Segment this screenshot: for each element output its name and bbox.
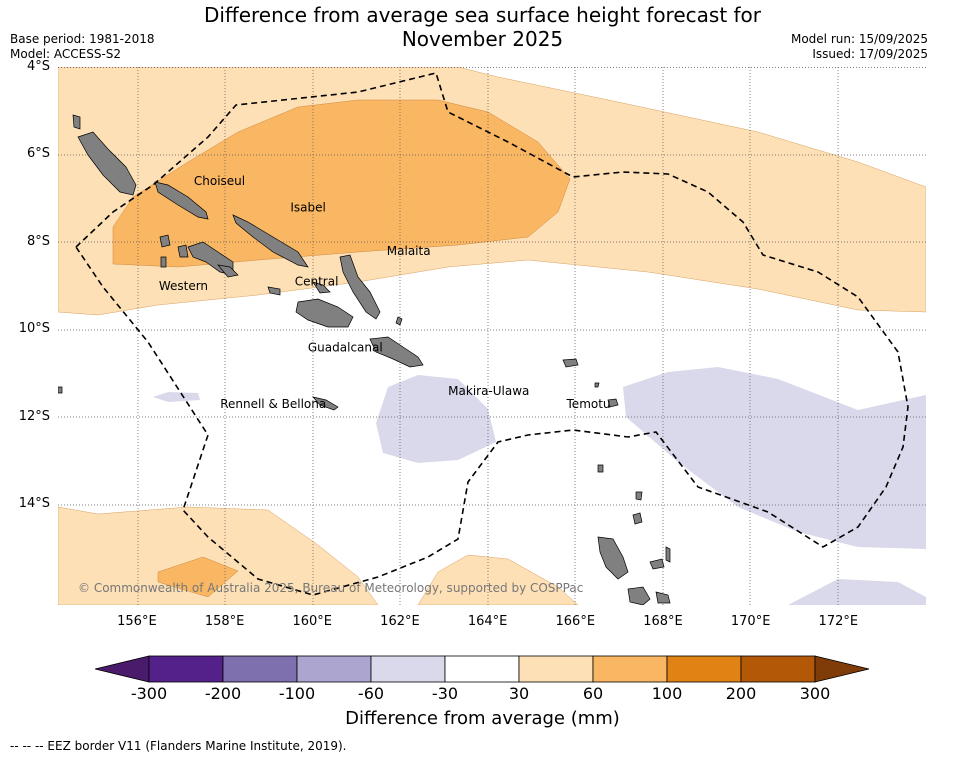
province-labels: Choiseul Isabel Malaita Western Central Guada… — [159, 174, 611, 411]
lon-label: 170°E — [730, 614, 771, 629]
lat-label: 6°S — [26, 146, 50, 162]
anomaly-60-100-south — [157, 556, 239, 598]
island-rendova — [217, 264, 239, 278]
colorbar-tick-label: 60 — [582, 684, 604, 703]
anomaly-60-100-north — [112, 99, 571, 268]
colorbar-tick-label: -100 — [278, 684, 316, 703]
island-kolombangara — [159, 234, 171, 248]
island-espiritu-santo — [597, 536, 629, 580]
model-run: Model run: 15/09/2025 — [790, 32, 928, 46]
lon-label: 156°E — [117, 614, 157, 629]
province-label: Western — [159, 279, 208, 293]
province-label: Rennell & Bellona — [220, 397, 326, 411]
island-rennell — [312, 396, 339, 411]
lon-label: 172°E — [818, 614, 859, 629]
colorbar-segment — [148, 655, 224, 683]
colorbar-segment — [592, 655, 668, 683]
island-vanikoro — [607, 398, 619, 408]
eez-legend-note: -- -- -- EEZ border V11 (Flanders Marine… — [10, 739, 347, 753]
colorbar-segment — [666, 655, 742, 683]
island-malaita — [339, 254, 381, 320]
map-panel[interactable]: Choiseul Isabel Malaita Western Central Guada… — [58, 67, 926, 605]
colorbar-segment — [370, 655, 446, 683]
island-santa-cruz — [562, 358, 579, 368]
colorbar-segment — [518, 655, 594, 683]
lon-label: 162°E — [380, 614, 420, 629]
island-ambrym — [655, 591, 671, 604]
colorbar-segment — [296, 655, 372, 683]
lon-label: 164°E — [467, 614, 508, 629]
island-central-2 — [312, 281, 331, 294]
province-label: Malaita — [387, 244, 431, 258]
island-central-1 — [267, 286, 281, 296]
province-label: Guadalcanal — [308, 340, 383, 354]
lat-label: 10°S — [18, 321, 50, 337]
island-choiseul — [154, 181, 209, 220]
island-pentecost — [665, 546, 671, 563]
island-ulawa — [395, 316, 403, 326]
island-vella — [177, 244, 189, 258]
island-guadalcanal — [295, 298, 354, 328]
colorbar-tick-label: 30 — [508, 684, 530, 703]
title-line-2: November 2025 — [401, 27, 564, 51]
islands — [58, 114, 671, 605]
lat-label: 8°S — [26, 233, 50, 249]
island-makira — [369, 336, 424, 368]
colorbar-tick-label: -60 — [357, 684, 385, 703]
island-sw-small — [58, 386, 63, 394]
meta-left: Base period: 1981-2018 Model: ACCESS-S2 — [10, 32, 155, 62]
island-isabel — [232, 214, 309, 268]
island-maewo — [649, 558, 665, 570]
province-label: Isabel — [290, 200, 325, 214]
colorbar-tick-label: 300 — [799, 684, 831, 703]
colorbar-segment — [444, 655, 520, 683]
lon-label: 160°E — [292, 614, 333, 629]
province-label: Central — [295, 275, 339, 289]
colorbar-segment — [740, 655, 816, 683]
model-name: Model: ACCESS-S2 — [10, 47, 122, 61]
island-ranongga — [160, 256, 167, 268]
island-torres-2 — [635, 491, 643, 501]
base-period: Base period: 1981-2018 — [10, 32, 155, 46]
copyright-text: © Commonwealth of Australia 2025, Bureau… — [78, 581, 583, 595]
colorbar-tick-label: -200 — [204, 684, 242, 703]
anomaly-neg-60-30-small — [153, 392, 200, 402]
lat-label: 12°S — [18, 408, 50, 424]
island-tinakula — [594, 382, 600, 388]
colorbar-title: Difference from average (mm) — [345, 708, 620, 729]
island-torres-1 — [597, 464, 604, 473]
lon-label: 166°E — [555, 614, 596, 629]
colorbar — [95, 655, 870, 683]
colorbar-segment — [222, 655, 298, 683]
island-banks — [632, 512, 643, 525]
province-label: Choiseul — [194, 174, 245, 188]
issued-date: Issued: 17/09/2025 — [812, 47, 928, 61]
colorbar-tick-label: -30 — [431, 684, 459, 703]
island-bougainville — [77, 131, 137, 196]
anomaly-30-60-southeast — [417, 554, 579, 605]
lon-label: 158°E — [204, 614, 245, 629]
anomaly-neg-60-30-center — [376, 375, 496, 463]
eez-border-solomon — [74, 72, 909, 596]
colorbar-extend-high — [814, 655, 870, 683]
province-label: Makira-Ulawa — [448, 384, 529, 398]
island-buka — [72, 114, 81, 130]
anomaly-neg-60-30-se — [788, 579, 926, 605]
lat-label: 4°S — [26, 59, 50, 74]
colorbar-extend-low — [95, 655, 150, 683]
title-line-1: Difference from average sea surface heig… — [203, 3, 762, 27]
map-title: Difference from average sea surface heig… — [0, 3, 965, 51]
island-malekula — [627, 586, 651, 605]
colorbar-tick-label: 100 — [651, 684, 683, 703]
colorbar-tick-label: -300 — [130, 684, 168, 703]
province-label: Temotu — [566, 397, 611, 411]
meta-right: Model run: 15/09/2025 Issued: 17/09/2025 — [791, 32, 928, 62]
colorbar-tick-label: 200 — [725, 684, 757, 703]
anomaly-neg-60-30-east — [623, 367, 926, 549]
lat-label: 14°S — [18, 496, 50, 512]
lon-label: 168°E — [643, 614, 683, 629]
